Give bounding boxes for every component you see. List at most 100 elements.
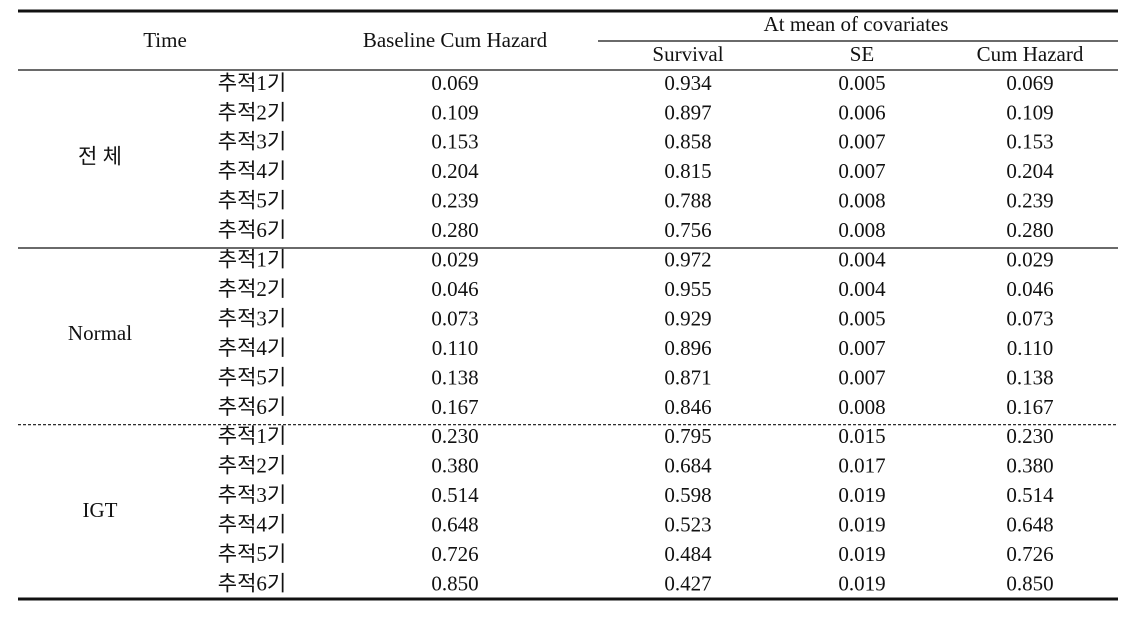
cell: 0.788 [664, 189, 711, 213]
row-label: 추적1기 [218, 71, 286, 95]
cell: 0.972 [664, 248, 711, 272]
cell: 0.871 [664, 365, 711, 389]
cell: 0.015 [838, 424, 885, 448]
cell: 0.726 [1006, 542, 1053, 566]
cell: 0.929 [664, 306, 711, 330]
group-name: Normal [68, 321, 132, 345]
sub-header: Cum Hazard [977, 42, 1084, 66]
cell: 0.153 [1006, 130, 1053, 154]
cell: 0.007 [838, 336, 885, 360]
cell: 0.029 [1006, 248, 1053, 272]
cell: 0.029 [431, 248, 478, 272]
row-label: 추적4기 [218, 513, 286, 537]
cell: 0.006 [838, 100, 885, 124]
cell: 0.484 [664, 542, 712, 566]
cell: 0.008 [838, 395, 885, 419]
cell: 0.684 [664, 454, 712, 478]
row-label: 추적3기 [218, 306, 286, 330]
cell: 0.138 [431, 365, 478, 389]
cell: 0.648 [1006, 513, 1053, 537]
cell: 0.380 [431, 454, 478, 478]
row-label: 추적5기 [218, 365, 286, 389]
cell: 0.934 [664, 71, 712, 95]
cell: 0.850 [431, 571, 478, 595]
row-label: 추적3기 [218, 483, 286, 507]
row-label: 추적4기 [218, 159, 286, 183]
row-label: 추적4기 [218, 336, 286, 360]
cell: 0.380 [1006, 454, 1053, 478]
cell: 0.846 [664, 395, 711, 419]
cell: 0.280 [431, 218, 478, 242]
cell: 0.726 [431, 542, 478, 566]
row-label: 추적2기 [218, 454, 286, 478]
row-label: 추적2기 [218, 277, 286, 301]
cell: 0.008 [838, 218, 885, 242]
cell: 0.017 [838, 454, 885, 478]
time-header: Time [143, 28, 187, 52]
cell: 0.153 [431, 130, 478, 154]
cell: 0.005 [838, 71, 885, 95]
cell: 0.073 [1006, 306, 1053, 330]
cell: 0.110 [432, 336, 478, 360]
cell: 0.138 [1006, 365, 1053, 389]
cell: 0.756 [664, 218, 711, 242]
row-label: 추적6기 [218, 218, 286, 242]
cell: 0.007 [838, 365, 885, 389]
cell: 0.046 [431, 277, 478, 301]
cell: 0.005 [838, 306, 885, 330]
cell: 0.167 [1006, 395, 1053, 419]
cell: 0.514 [431, 483, 479, 507]
row-label: 추적1기 [218, 248, 286, 272]
cell: 0.073 [431, 306, 478, 330]
cell: 0.897 [664, 100, 711, 124]
row-label: 추적2기 [218, 100, 286, 124]
cell: 0.069 [1006, 71, 1053, 95]
cell: 0.280 [1006, 218, 1053, 242]
cell: 0.046 [1006, 277, 1053, 301]
cell: 0.109 [1006, 100, 1053, 124]
cell: 0.004 [838, 277, 886, 301]
cell: 0.896 [664, 336, 711, 360]
cell: 0.004 [838, 248, 886, 272]
cell: 0.110 [1007, 336, 1053, 360]
cell: 0.109 [431, 100, 478, 124]
cell: 0.230 [431, 424, 478, 448]
group-name: 전 체 [78, 144, 122, 168]
cell: 0.239 [431, 189, 478, 213]
cell: 0.523 [664, 513, 711, 537]
row-label: 추적6기 [218, 571, 286, 595]
cell: 0.514 [1006, 483, 1054, 507]
row-label: 추적1기 [218, 424, 286, 448]
cell: 0.858 [664, 130, 711, 154]
group-header: At mean of covariates [764, 12, 949, 36]
cell: 0.850 [1006, 571, 1053, 595]
row-label: 추적5기 [218, 189, 286, 213]
cell: 0.007 [838, 130, 885, 154]
cell: 0.019 [838, 513, 885, 537]
sub-header: SE [850, 42, 875, 66]
cell: 0.815 [664, 159, 711, 183]
row-label: 추적3기 [218, 130, 286, 154]
cell: 0.230 [1006, 424, 1053, 448]
cell: 0.019 [838, 483, 885, 507]
cell: 0.069 [431, 71, 478, 95]
cell: 0.019 [838, 571, 885, 595]
cell: 0.648 [431, 513, 478, 537]
cell: 0.598 [664, 483, 711, 507]
group-name: IGT [83, 498, 118, 522]
cell: 0.007 [838, 159, 885, 183]
sub-header: Survival [652, 42, 723, 66]
cell: 0.167 [431, 395, 478, 419]
cell: 0.427 [664, 571, 711, 595]
cell: 0.204 [431, 159, 479, 183]
row-label: 추적6기 [218, 395, 286, 419]
cell: 0.008 [838, 189, 885, 213]
cell: 0.204 [1006, 159, 1054, 183]
cell: 0.239 [1006, 189, 1053, 213]
cell: 0.795 [664, 424, 711, 448]
row-label: 추적5기 [218, 542, 286, 566]
baseline-header: Baseline Cum Hazard [363, 28, 548, 52]
cell: 0.955 [664, 277, 711, 301]
cell: 0.019 [838, 542, 885, 566]
